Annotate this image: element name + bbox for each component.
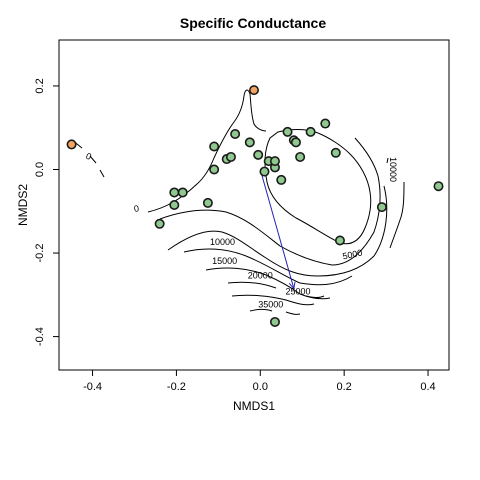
x-tick-label: -0.2: [167, 381, 186, 393]
contour-30000: [231, 294, 315, 306]
site-point: [169, 200, 180, 211]
site-point: [177, 187, 188, 198]
contour-label: 35000: [258, 300, 283, 310]
y-tick-label: 0.0: [34, 162, 46, 177]
vector-shaft: [259, 169, 295, 289]
contour-label: 10000: [388, 157, 398, 182]
site-point: [244, 137, 255, 148]
x-axis: -0.4 -0.2 0.0 0.2 0.4: [83, 369, 436, 393]
contour-label: 0: [84, 151, 93, 162]
site-point: [66, 139, 77, 150]
contour-label: 25000: [286, 286, 311, 296]
contour-label: 20000: [248, 270, 273, 280]
contour-15000: [183, 248, 353, 286]
site-point: [330, 147, 341, 158]
site-point: [169, 187, 180, 198]
y-axis: -0.4 -0.2 0.0 0.2: [34, 78, 60, 346]
contour-label: 0: [133, 203, 140, 214]
site-point: [249, 85, 260, 96]
contour-label: 5000: [342, 248, 364, 262]
chart-title: Specific Conductance: [180, 15, 326, 31]
y-tick-label: 0.2: [34, 78, 46, 93]
y-tick-label: -0.2: [34, 244, 46, 263]
x-tick-label: -0.4: [83, 381, 102, 393]
contour-10000-right: [167, 157, 389, 277]
contour-10000: [159, 137, 381, 266]
x-tick-label: 0.2: [337, 381, 352, 393]
contour-35000: [249, 309, 301, 315]
site-point: [282, 126, 293, 137]
site-point: [305, 126, 316, 137]
x-axis-title: NMDS1: [233, 399, 275, 413]
site-point: [269, 156, 280, 167]
contour-right-edge: [389, 181, 405, 249]
site-point: [334, 235, 345, 246]
site-point: [259, 166, 270, 177]
site-point: [154, 218, 165, 229]
site-point: [433, 181, 444, 192]
conductance-vector: [259, 169, 296, 290]
contour-20000: [205, 267, 331, 300]
site-point: [290, 137, 301, 148]
site-point: [230, 128, 241, 139]
contour-label: 10000: [210, 237, 235, 247]
contour-25000: [227, 281, 325, 298]
y-tick-label: -0.4: [34, 327, 46, 346]
vector-arrowhead: [288, 281, 296, 290]
x-tick-label: 0.0: [253, 381, 268, 393]
site-point: [376, 202, 387, 213]
site-point: [202, 197, 213, 208]
x-tick-label: 0.4: [420, 381, 435, 393]
site-point: [276, 174, 287, 185]
site-point: [209, 164, 220, 175]
contour-0-main: [147, 89, 267, 213]
site-point: [253, 149, 264, 160]
contour-label: 15000: [212, 256, 237, 266]
site-point: [295, 151, 306, 162]
y-axis-title: NMDS2: [16, 184, 30, 226]
site-point: [269, 316, 280, 327]
contour-5000-loop: [264, 129, 372, 245]
site-point: [320, 118, 331, 129]
site-points: [66, 85, 444, 327]
site-point: [225, 151, 236, 162]
site-point: [209, 141, 220, 152]
contour-lines: [71, 89, 405, 315]
